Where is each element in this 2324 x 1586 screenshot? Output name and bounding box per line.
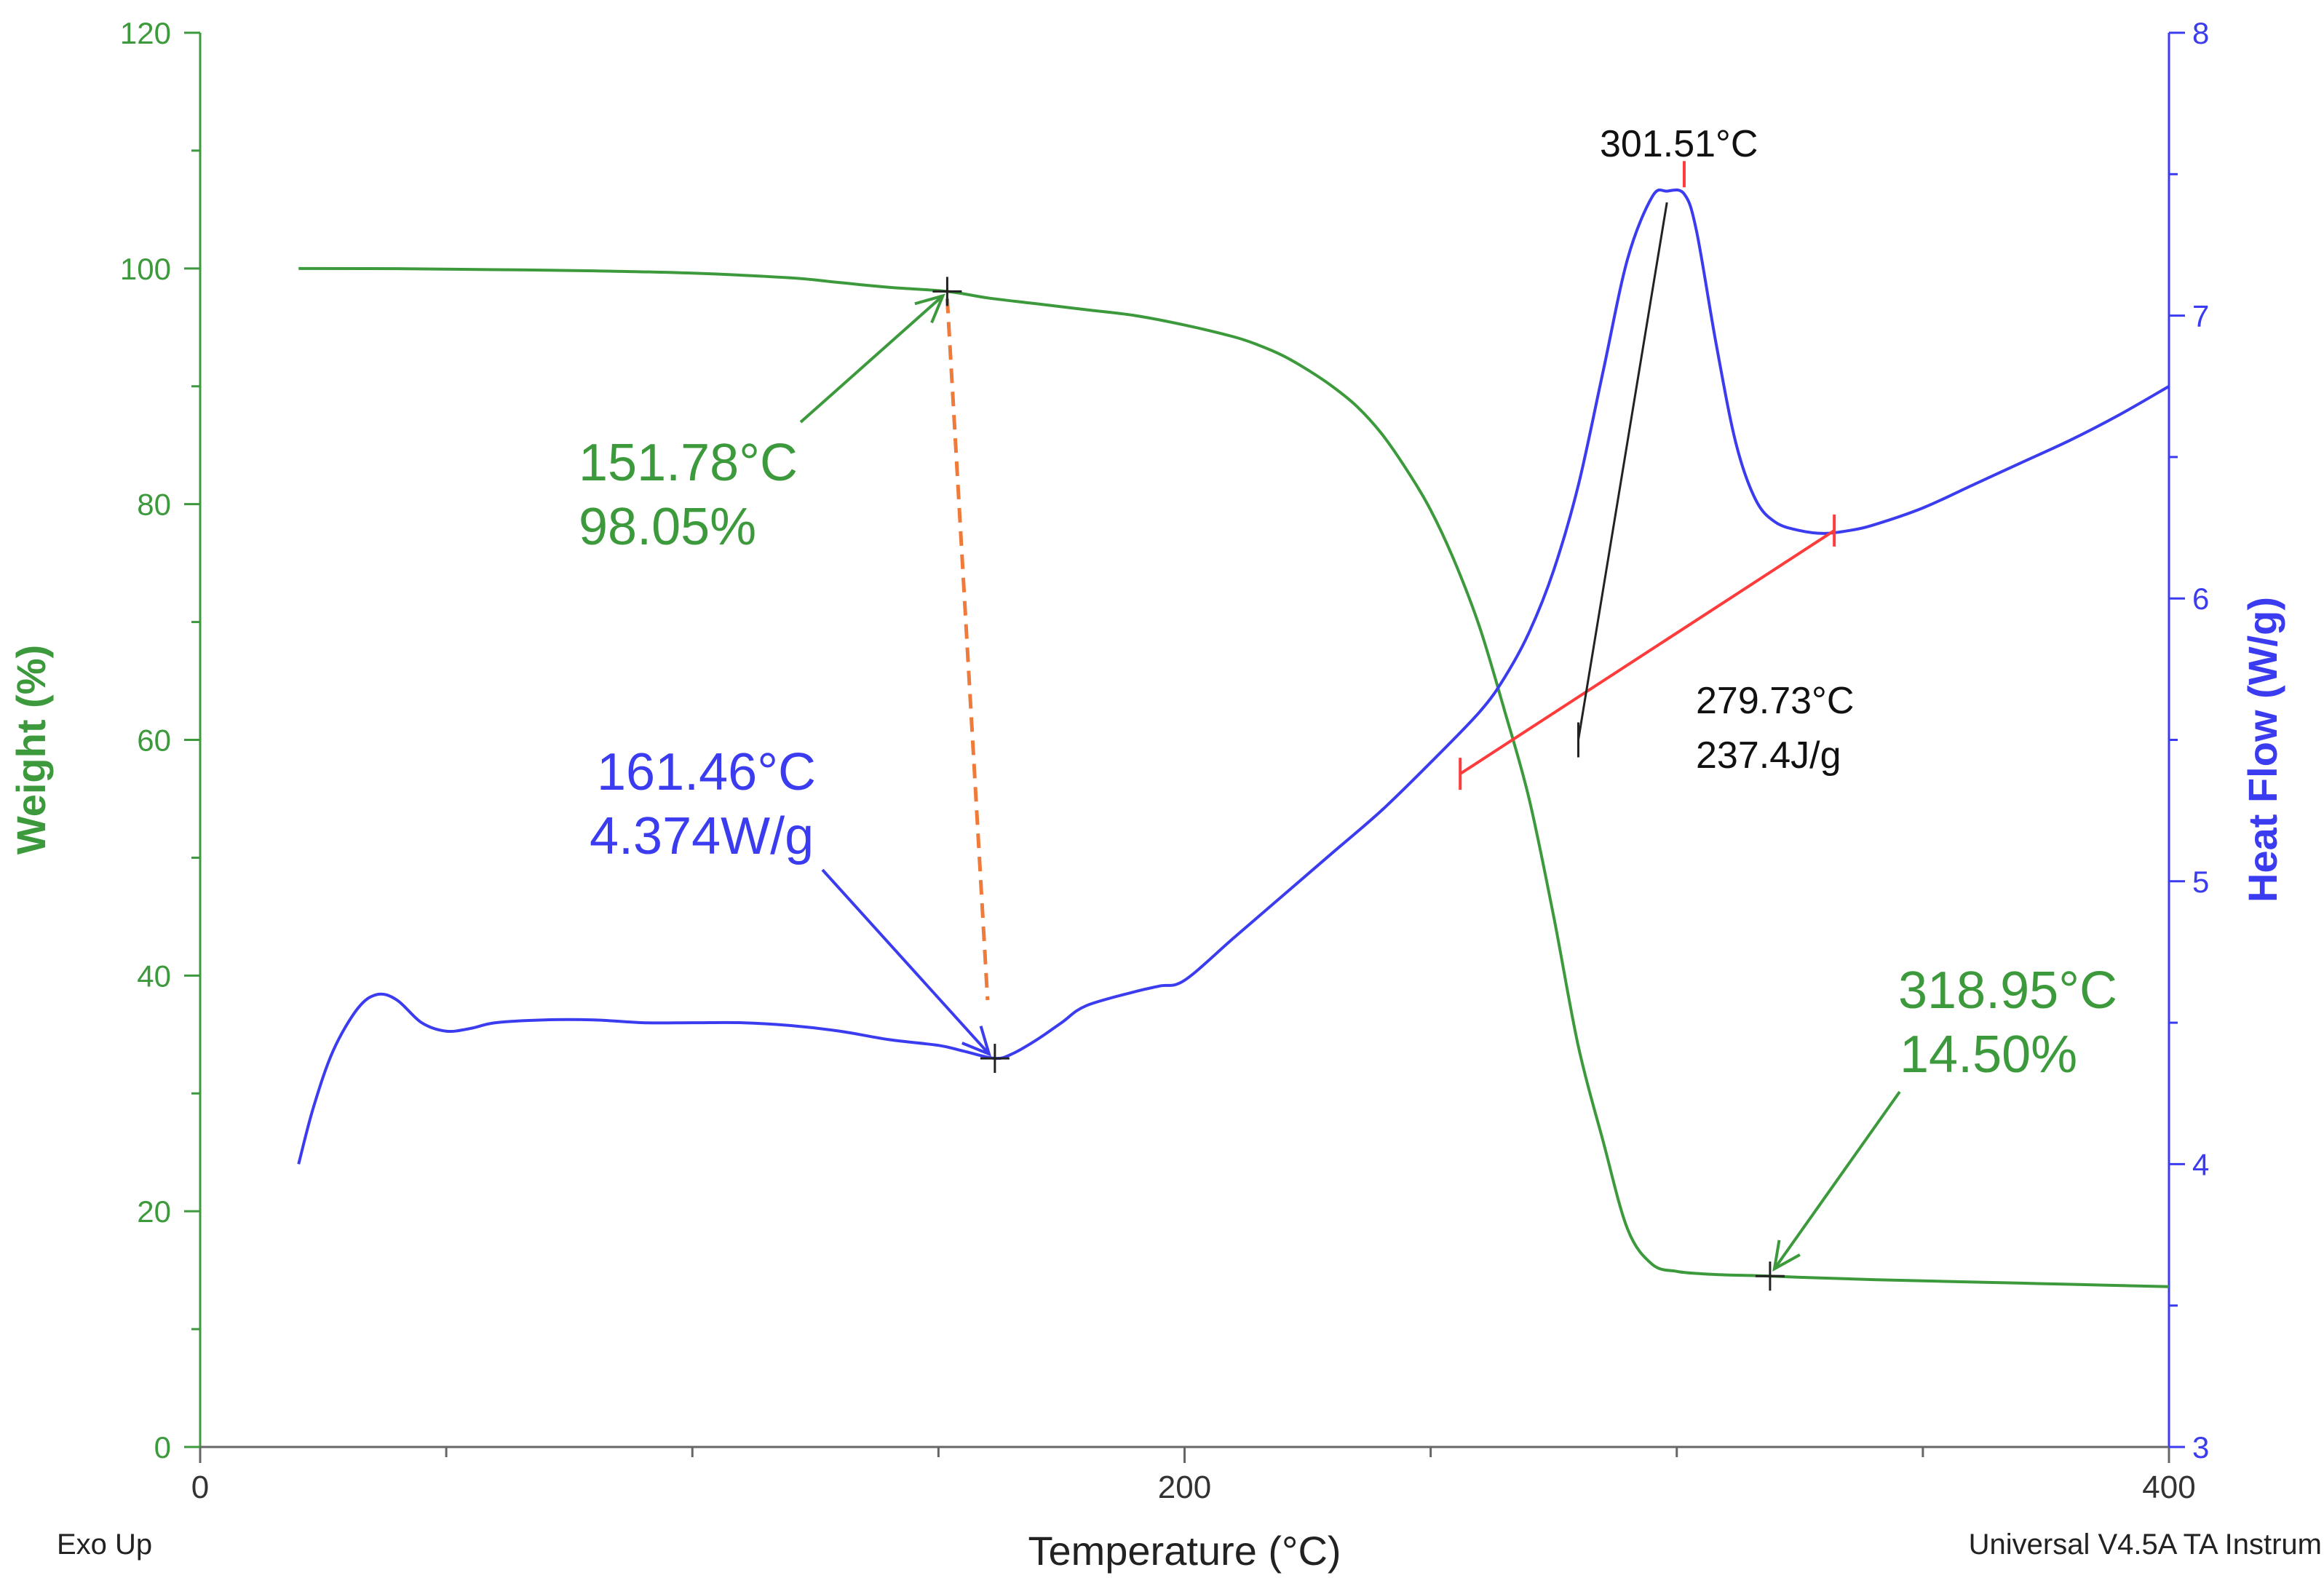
y-left-tick-label: 0: [154, 1430, 171, 1464]
annotation-peak-temp: 301.51°C: [1600, 123, 1758, 165]
weight-curve: [298, 266, 2170, 1288]
x-tick-label: 200: [1158, 1470, 1211, 1505]
annotation-layer: [799, 161, 1901, 1291]
y-axis-left-label: Weight (%): [8, 645, 54, 855]
y-left-tick-label: 100: [120, 252, 171, 286]
y-right-tick-label: 8: [2192, 16, 2209, 50]
y-right-tick-label: 7: [2192, 299, 2209, 333]
annotation-weight-onset-pct: 98.05%: [579, 498, 756, 556]
y-right-tick-label: 5: [2192, 865, 2209, 899]
y-right-tick-label: 6: [2192, 582, 2209, 616]
series-layer: [297, 188, 2170, 1288]
annotation-enthalpy: 237.4J/g: [1696, 734, 1841, 777]
footer-instrument: Universal V4.5A TA Instrum: [1969, 1528, 2322, 1561]
annotation-weight-onset-temp: 151.78°C: [579, 434, 798, 492]
y-left-tick-label: 120: [120, 16, 171, 50]
annotation-residue-temp: 318.95°C: [1898, 961, 2117, 1020]
y-right-tick-label: 3: [2192, 1430, 2209, 1464]
x-axis-label: Temperature (°C): [1028, 1528, 1341, 1574]
residue-arrow-head: [1772, 1240, 1801, 1272]
heat_flow-curve: [297, 188, 2170, 1165]
onset-tangent-line: [1577, 202, 1668, 740]
weight-onset-arrow-head: [914, 293, 945, 324]
y-left-tick-label: 80: [137, 488, 171, 522]
y-left-tick-label: 60: [137, 723, 171, 758]
annotation-onset-temp: 279.73°C: [1696, 680, 1854, 722]
annotation-residue-pct: 14.50%: [1900, 1026, 2077, 1084]
residue-arrow-shaft: [1773, 1090, 1901, 1270]
heat-min-arrow-shaft: [821, 868, 991, 1055]
y-left-tick-label: 20: [137, 1194, 171, 1229]
footer-exo-up: Exo Up: [57, 1528, 152, 1561]
weight-onset-arrow-shaft: [799, 294, 944, 424]
y-right-tick-label: 4: [2192, 1147, 2209, 1181]
integration-baseline: [1459, 529, 1836, 775]
ticks: 0 200 400 0 20 40 60 80 100 120 3 4 5 6 7 8: [120, 16, 2209, 1505]
annotation-heat-min-value: 4.374W/g: [590, 807, 814, 865]
axes: [199, 33, 2170, 1448]
x-tick-label: 0: [191, 1470, 209, 1505]
heat-min-arrow-head: [961, 1026, 991, 1057]
y-left-tick-label: 40: [137, 959, 171, 993]
x-tick-label: 400: [2142, 1470, 2195, 1505]
annotation-heat-min-temp: 161.46°C: [597, 743, 816, 801]
dashed-link-line: [945, 298, 990, 1001]
y-axis-right-label: Heat Flow (W/g): [2240, 597, 2285, 903]
